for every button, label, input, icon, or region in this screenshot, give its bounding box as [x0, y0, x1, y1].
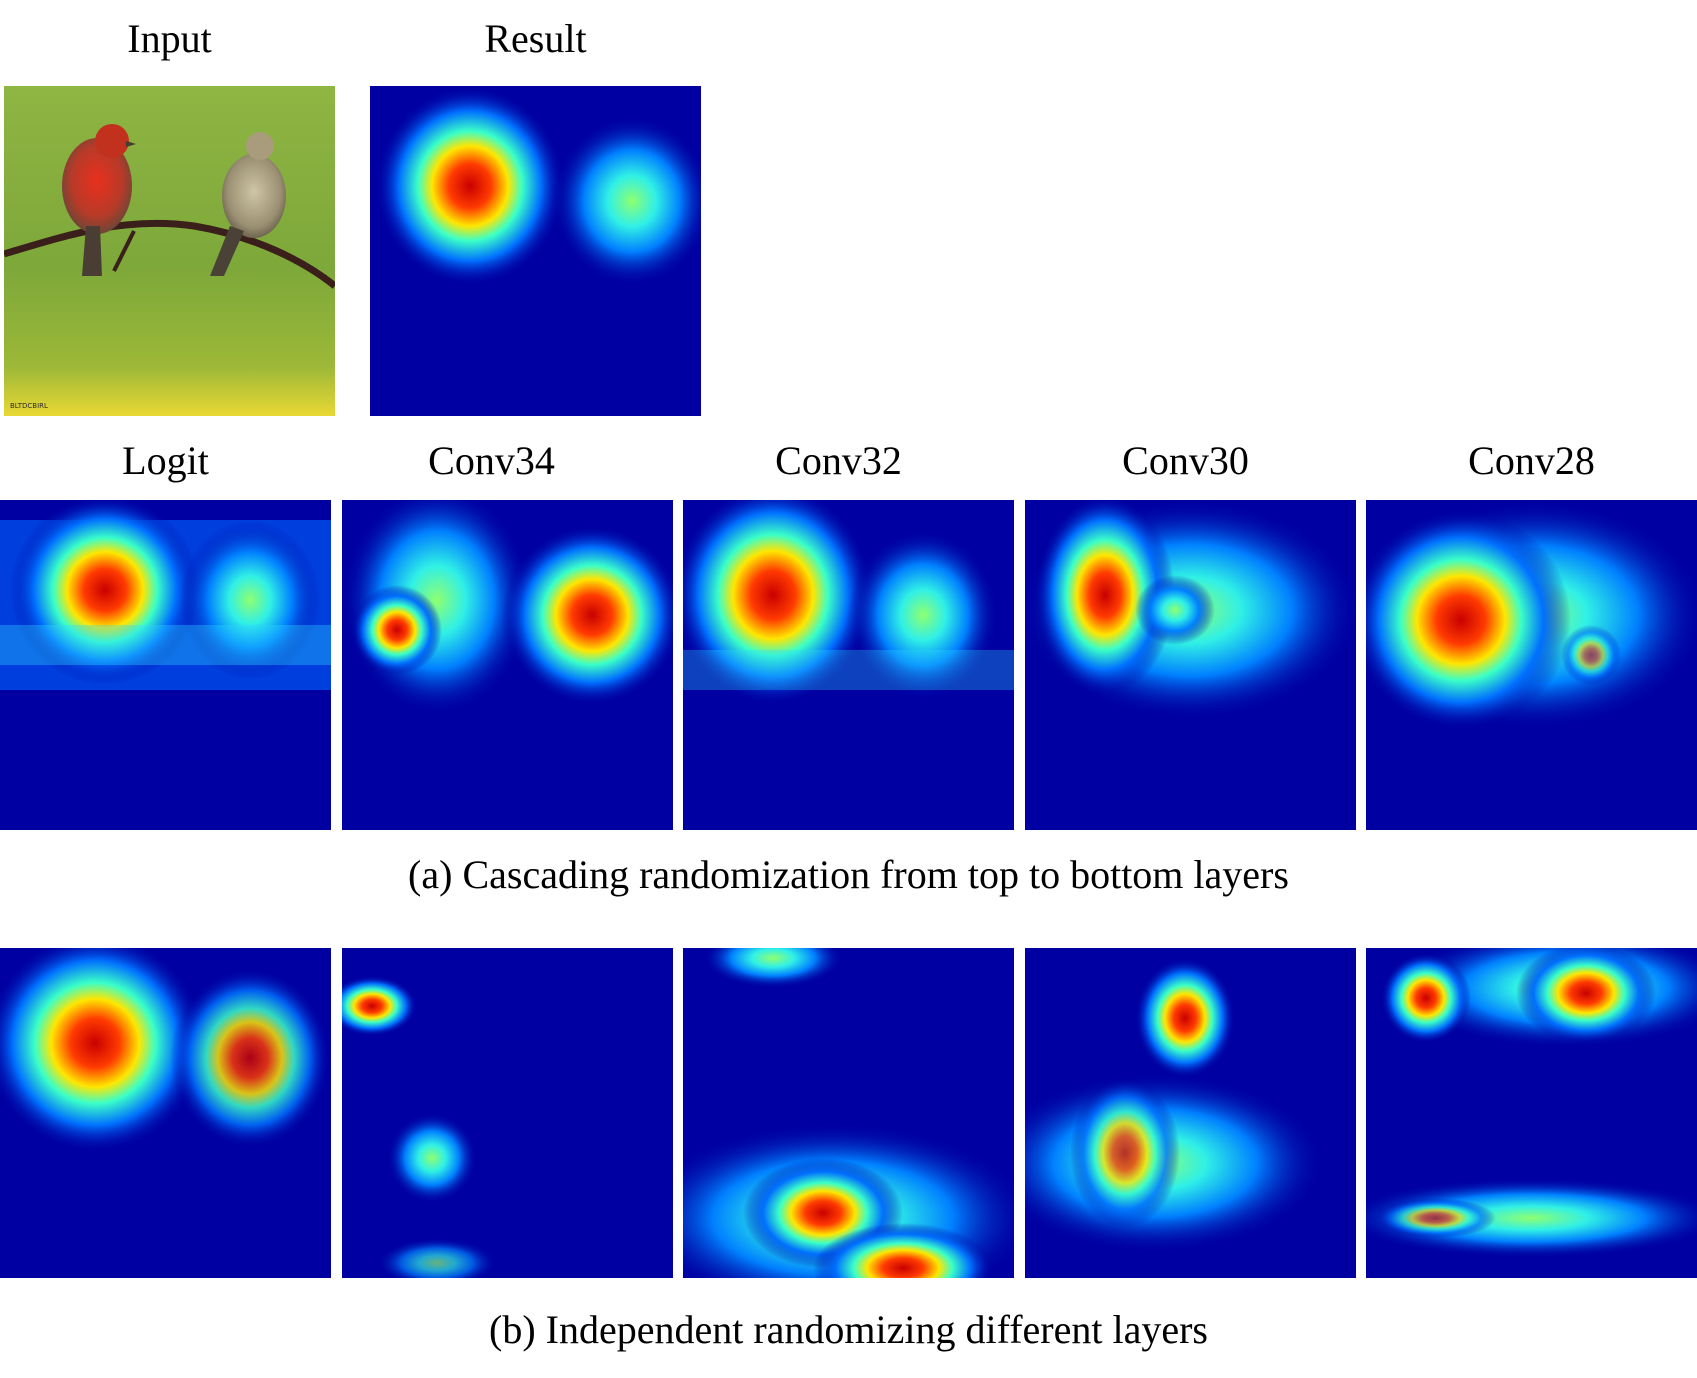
independent-heatmap-logit [0, 948, 331, 1278]
cascading-heatmap-conv32 [683, 500, 1014, 830]
caption-a: (a) Cascading randomization from top to … [408, 852, 1289, 897]
cascading-heatmap-logit [0, 500, 331, 830]
layer-label-conv32: Conv32 [775, 438, 902, 483]
input-bird-photo: BLTDCBIRL [4, 86, 335, 416]
independent-heatmap-conv32 [683, 948, 1014, 1278]
cascading-heatmap-conv34 [342, 500, 673, 830]
layer-label-logit: Logit [122, 438, 209, 483]
layer-label-conv30: Conv30 [1122, 438, 1249, 483]
independent-heatmap-conv30 [1025, 948, 1356, 1278]
result-heatmap-svg [370, 86, 701, 416]
layer-label-conv28: Conv28 [1468, 438, 1595, 483]
cascading-heatmap-conv28 [1366, 500, 1697, 830]
caption-b: (b) Independent randomizing different la… [489, 1307, 1208, 1352]
result-label: Result [484, 16, 587, 61]
cascading-heatmap-conv30 [1025, 500, 1356, 830]
input-watermark-text: BLTDCBIRL [10, 402, 48, 410]
independent-heatmap-conv34 [342, 948, 673, 1278]
input-label: Input [127, 16, 212, 61]
result-heatmap [370, 86, 701, 416]
independent-heatmap-conv28 [1366, 948, 1697, 1278]
layer-label-conv34: Conv34 [428, 438, 555, 483]
input-image: BLTDCBIRL [4, 86, 335, 416]
